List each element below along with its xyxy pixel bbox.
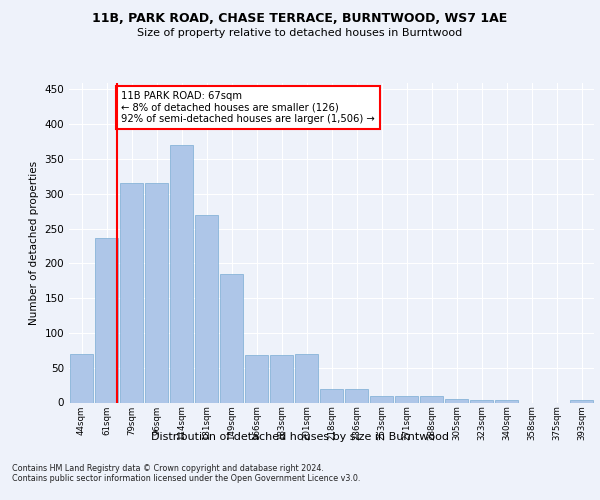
Bar — [470, 400, 493, 402]
Bar — [70, 354, 93, 403]
Bar — [195, 214, 218, 402]
Bar — [495, 400, 518, 402]
Bar — [145, 182, 168, 402]
Bar — [420, 396, 443, 402]
Bar — [295, 354, 318, 403]
Bar — [170, 145, 193, 403]
Bar — [395, 396, 418, 402]
Bar — [320, 388, 343, 402]
Bar — [220, 274, 243, 402]
Text: Distribution of detached houses by size in Burntwood: Distribution of detached houses by size … — [151, 432, 449, 442]
Bar — [120, 182, 143, 402]
Bar — [245, 355, 268, 403]
Text: Contains HM Land Registry data © Crown copyright and database right 2024.
Contai: Contains HM Land Registry data © Crown c… — [12, 464, 361, 483]
Bar — [370, 396, 393, 402]
Text: Size of property relative to detached houses in Burntwood: Size of property relative to detached ho… — [137, 28, 463, 38]
Bar — [570, 400, 593, 402]
Bar — [270, 355, 293, 403]
Y-axis label: Number of detached properties: Number of detached properties — [29, 160, 39, 324]
Bar — [345, 390, 368, 402]
Bar — [445, 399, 468, 402]
Text: 11B PARK ROAD: 67sqm
← 8% of detached houses are smaller (126)
92% of semi-detac: 11B PARK ROAD: 67sqm ← 8% of detached ho… — [121, 91, 374, 124]
Bar — [95, 238, 118, 402]
Text: 11B, PARK ROAD, CHASE TERRACE, BURNTWOOD, WS7 1AE: 11B, PARK ROAD, CHASE TERRACE, BURNTWOOD… — [92, 12, 508, 25]
